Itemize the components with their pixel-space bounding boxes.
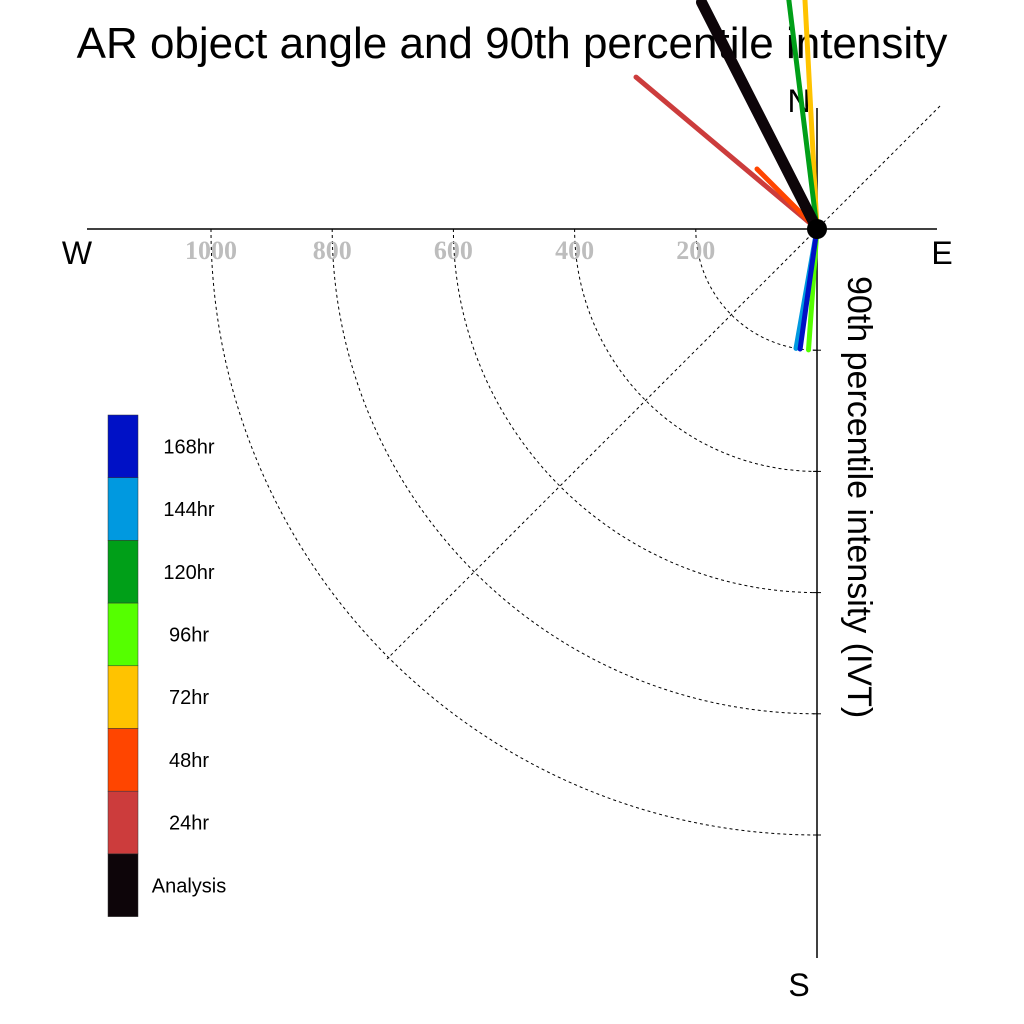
vectors xyxy=(633,0,823,353)
compass-west: W xyxy=(62,235,93,271)
legend-label-analysis: Analysis xyxy=(152,875,226,897)
legend-label-120hr: 120hr xyxy=(163,562,214,584)
radial-axis-label: 90th percentile intensity (IVT) xyxy=(840,276,878,718)
grid-arc-200 xyxy=(695,228,818,351)
vector-72hr xyxy=(802,0,820,232)
vector-24hr xyxy=(633,74,820,232)
tick-label-200: 200 xyxy=(676,236,715,265)
radial-tick-labels: 200 400 600 800 1000 xyxy=(185,236,715,265)
tick-label-400: 400 xyxy=(555,236,594,265)
legend-swatch-72hr xyxy=(107,665,139,729)
chart-title: AR object angle and 90th percentile inte… xyxy=(77,19,948,68)
tick-label-800: 800 xyxy=(313,236,352,265)
legend-label-24hr: 24hr xyxy=(169,813,209,835)
grid-arc-600 xyxy=(452,228,818,594)
grid-arc-400 xyxy=(574,228,818,472)
legend-swatch-24hr xyxy=(107,790,139,855)
origin-dot xyxy=(807,219,827,239)
tick-label-1000: 1000 xyxy=(185,236,237,265)
compass-south: S xyxy=(788,967,809,1003)
grid-arc-1000 xyxy=(210,228,818,836)
polar-grid xyxy=(210,228,821,836)
vector-analysis xyxy=(696,0,823,235)
tick-label-600: 600 xyxy=(434,236,473,265)
diagonal-guide xyxy=(386,105,941,660)
legend-swatch-96hr xyxy=(107,602,139,667)
legend-swatch-120hr xyxy=(107,540,139,604)
legend-swatch-48hr xyxy=(107,728,139,792)
compass-east: E xyxy=(931,235,952,271)
legend-swatch-analysis xyxy=(107,853,139,917)
vector-168hr xyxy=(797,226,820,352)
legend-swatch-168hr xyxy=(107,414,139,478)
legend-label-48hr: 48hr xyxy=(169,750,209,772)
legend: 168hr 144hr 120hr 96hr 72hr 48hr 24hr Analysis xyxy=(107,414,226,917)
legend-label-96hr: 96hr xyxy=(169,625,209,647)
grid-arc-800 xyxy=(331,228,818,715)
legend-swatch-144hr xyxy=(107,477,139,541)
vector-120hr xyxy=(786,0,820,232)
legend-label-168hr: 168hr xyxy=(163,436,214,458)
legend-label-72hr: 72hr xyxy=(169,687,209,709)
legend-label-144hr: 144hr xyxy=(163,499,214,521)
